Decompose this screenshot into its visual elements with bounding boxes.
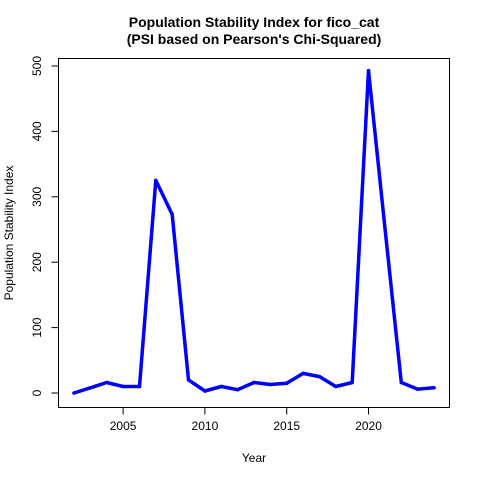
data-point bbox=[88, 386, 93, 390]
data-point bbox=[219, 384, 224, 389]
y-tick-label: 200 bbox=[30, 252, 44, 272]
y-tick-label: 400 bbox=[30, 121, 44, 141]
data-point bbox=[432, 386, 436, 390]
plot-frame bbox=[58, 58, 450, 408]
data-point bbox=[399, 380, 404, 385]
data-point bbox=[170, 212, 174, 217]
data-point bbox=[104, 380, 109, 385]
data-point bbox=[317, 374, 322, 379]
y-tick-label: 300 bbox=[30, 186, 44, 206]
x-tick-label: 2005 bbox=[110, 419, 137, 433]
y-axis-label: Population Stability Index bbox=[2, 166, 16, 301]
chart-subtitle: (PSI based on Pearson's Chi-Squared) bbox=[127, 31, 382, 47]
data-point bbox=[203, 389, 207, 393]
data-point bbox=[186, 378, 191, 382]
y-tick-label: 100 bbox=[30, 317, 44, 337]
data-point bbox=[350, 380, 354, 385]
data-point bbox=[366, 68, 371, 73]
y-tick-label: 500 bbox=[30, 56, 44, 76]
series-layer bbox=[72, 68, 436, 395]
x-axis-label: Year bbox=[242, 451, 266, 465]
data-point bbox=[137, 384, 142, 389]
y-axis: 0 100 200 300 400 500 bbox=[30, 56, 59, 396]
x-tick-label: 2020 bbox=[355, 419, 382, 433]
data-point bbox=[235, 387, 240, 392]
x-tick-label: 2010 bbox=[192, 419, 219, 433]
y-tick-label: 0 bbox=[30, 389, 44, 396]
data-point bbox=[154, 178, 158, 183]
data-point bbox=[415, 387, 420, 391]
data-point bbox=[284, 381, 289, 385]
data-point bbox=[383, 225, 387, 230]
data-point bbox=[252, 380, 256, 385]
data-point bbox=[72, 391, 76, 395]
data-point bbox=[121, 384, 125, 389]
data-point bbox=[334, 384, 338, 389]
data-point bbox=[268, 382, 273, 387]
chart-title: Population Stability Index for fico_cat bbox=[129, 14, 380, 30]
data-point bbox=[301, 371, 305, 376]
x-axis: 2005 2010 2015 2020 bbox=[110, 407, 382, 433]
x-tick-label: 2015 bbox=[273, 419, 300, 433]
